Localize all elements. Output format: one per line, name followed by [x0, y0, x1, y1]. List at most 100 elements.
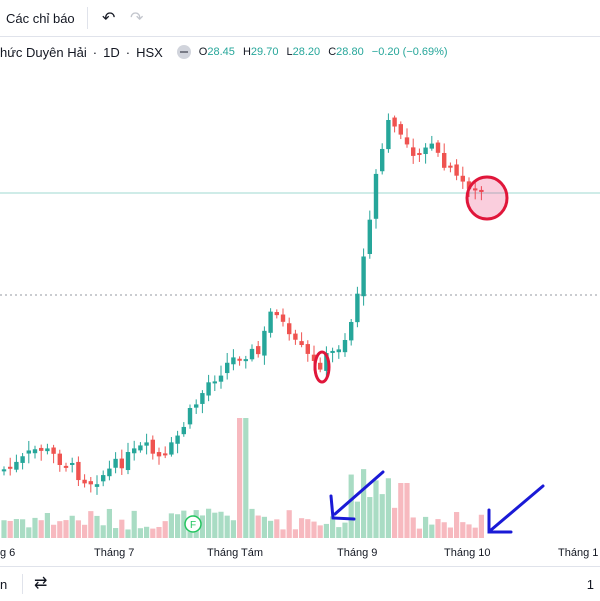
- candle-body: [274, 312, 279, 316]
- volume-bar: [373, 480, 379, 538]
- candle-body: [231, 357, 236, 365]
- blue-arrow-2: [487, 484, 545, 534]
- legend-dot: ·: [125, 44, 131, 60]
- candle: [156, 447, 162, 465]
- volume-bar: [435, 519, 441, 538]
- candle: [243, 355, 248, 369]
- candle: [448, 162, 453, 173]
- volume-bar: [100, 525, 106, 538]
- volume-bar: [175, 514, 181, 538]
- candle: [305, 340, 310, 362]
- candle-body: [212, 381, 217, 384]
- candle-body: [342, 339, 348, 353]
- volume-bar: [348, 474, 354, 538]
- candles: [1, 113, 484, 495]
- volume-bar: [447, 527, 453, 538]
- candle-body: [305, 344, 310, 354]
- volume-bar: [156, 526, 162, 538]
- candle: [280, 308, 286, 327]
- volume-bar: [472, 527, 478, 538]
- time-axis[interactable]: g 6 Tháng 7 Tháng Tám Tháng 9 Tháng 10 T…: [0, 540, 600, 566]
- symbol-name[interactable]: hức Duyên Hải: [0, 44, 87, 60]
- candle-body: [336, 349, 341, 353]
- candle: [107, 460, 112, 481]
- volume-bar: [323, 523, 329, 538]
- candle-body: [466, 181, 472, 189]
- interval-label[interactable]: 1D: [103, 44, 120, 60]
- volume-bar: [224, 515, 230, 538]
- candle-body: [194, 404, 199, 408]
- pink-annotation-ellipse: [465, 175, 509, 221]
- hide-eye-icon[interactable]: [176, 45, 191, 59]
- candle-body: [181, 426, 186, 435]
- flag-marker[interactable]: F: [184, 515, 202, 533]
- candle-body: [63, 465, 69, 468]
- candle-body: [268, 311, 273, 333]
- price-chart[interactable]: F: [0, 62, 600, 540]
- candle-body: [256, 346, 261, 355]
- volume-bar: [75, 520, 81, 538]
- candle-body: [200, 393, 205, 404]
- candle: [380, 143, 385, 175]
- candle-body: [479, 189, 484, 192]
- volume-bar: [212, 512, 218, 538]
- volume-bar: [460, 522, 466, 538]
- candle: [206, 374, 211, 402]
- candle: [26, 440, 31, 464]
- candle-body: [82, 479, 87, 484]
- volume-bar: [423, 516, 429, 538]
- candle: [435, 140, 441, 157]
- candle: [119, 449, 124, 475]
- candle-body: [119, 458, 124, 469]
- volume-bar: [261, 516, 267, 538]
- volume-bar: [63, 520, 69, 538]
- volume-bars: [1, 418, 484, 538]
- candle: [274, 309, 279, 319]
- candle: [355, 286, 360, 328]
- candle: [429, 135, 434, 151]
- volume-bar: [125, 529, 131, 538]
- volume-bar: [385, 478, 391, 538]
- candle: [225, 352, 230, 380]
- candle: [45, 443, 50, 455]
- volume-bar: [305, 519, 311, 538]
- candle-body: [138, 445, 143, 451]
- high-key: H: [242, 46, 251, 58]
- undo-icon[interactable]: ↶: [101, 10, 116, 27]
- bottom-left-text[interactable]: n: [0, 577, 8, 592]
- x-tick-label: Tháng Tám: [207, 547, 264, 559]
- candle: [262, 326, 267, 365]
- candle: [76, 456, 81, 487]
- blue-arrow-1: [329, 470, 385, 521]
- candle-body: [398, 124, 403, 135]
- volume-bar: [268, 520, 274, 538]
- candle: [101, 470, 106, 487]
- candle: [8, 457, 13, 476]
- candle-body: [417, 153, 422, 156]
- volume-bar: [168, 513, 174, 538]
- candle: [417, 148, 422, 162]
- candle-body: [113, 458, 118, 468]
- candle: [299, 332, 304, 348]
- candle: [249, 344, 255, 362]
- volume-bar: [237, 418, 243, 538]
- compare-icon[interactable]: ⇄: [34, 575, 48, 592]
- candle: [175, 430, 180, 454]
- volume-bar: [20, 519, 26, 538]
- candle-body: [367, 219, 372, 255]
- flag-circle: [184, 515, 202, 533]
- bottom-right-text[interactable]: 1: [586, 577, 594, 592]
- volume-bar: [330, 516, 336, 538]
- redo-icon[interactable]: ↷: [129, 10, 144, 27]
- candle: [63, 462, 69, 472]
- candle: [479, 186, 484, 201]
- candle: [330, 347, 335, 363]
- candle-body: [330, 350, 335, 353]
- candle-body: [237, 358, 242, 361]
- candle: [57, 449, 62, 472]
- candle-body: [144, 442, 149, 446]
- indicators-button[interactable]: Các chỉ báo: [6, 10, 75, 26]
- candle-body: [132, 448, 137, 454]
- candle: [20, 452, 25, 470]
- candle: [398, 121, 403, 140]
